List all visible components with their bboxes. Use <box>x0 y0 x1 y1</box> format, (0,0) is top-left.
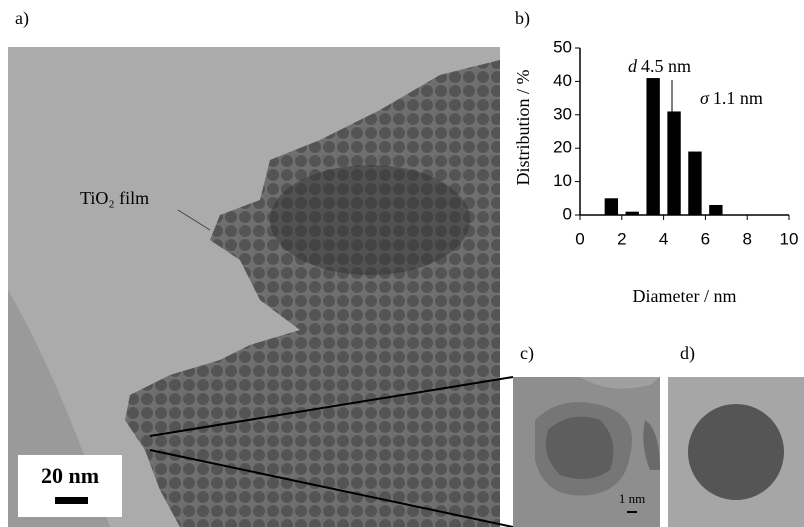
x-tick-label: 8 <box>742 229 751 248</box>
x-axis-label: Diameter / nm <box>633 286 737 306</box>
y-tick-label: 0 <box>563 204 572 223</box>
histogram: 0 10 20 30 40 50 0 2 4 6 8 10 Diameter / nm Distribut… <box>513 37 798 306</box>
x-tick-label: 2 <box>617 229 626 248</box>
scale-bar-label: 1 nm <box>619 491 645 506</box>
annotation-text: 4.5 nm <box>641 56 691 76</box>
scale-bar <box>55 497 88 504</box>
x-tick-label: 4 <box>659 229 668 248</box>
y-tick-label: 20 <box>553 138 572 157</box>
x-tick-label: 10 <box>780 229 799 248</box>
figure: a) TiO₂ film 20 nm c) 1 nm d) b) 0102030… <box>0 0 804 527</box>
y-axis-label: Distribution / % <box>513 69 533 185</box>
annotation-text: 1.1 nm <box>713 88 763 108</box>
annotation-symbol: σ <box>700 88 710 108</box>
annotation: TiO₂ film <box>80 188 149 208</box>
y-tick-label: 40 <box>553 71 572 90</box>
bar <box>605 198 618 215</box>
panel-label: c) <box>520 343 534 364</box>
panel-label: d) <box>680 343 695 364</box>
x-tick-label: 6 <box>701 229 710 248</box>
bar <box>667 111 680 215</box>
bar <box>626 212 639 215</box>
model-particle <box>688 404 784 500</box>
bar <box>688 152 701 215</box>
scale-bar-label: 20 nm <box>41 463 99 488</box>
y-tick-label: 30 <box>553 104 572 123</box>
annotation-symbol: d <box>628 56 638 76</box>
bar <box>646 78 659 215</box>
panel-label: b) <box>515 8 530 29</box>
panel-label: a) <box>15 8 29 29</box>
x-tick-label: 0 <box>575 229 584 248</box>
y-tick-label: 10 <box>553 171 572 190</box>
bar <box>709 205 722 215</box>
y-tick-label: 50 <box>553 37 572 56</box>
